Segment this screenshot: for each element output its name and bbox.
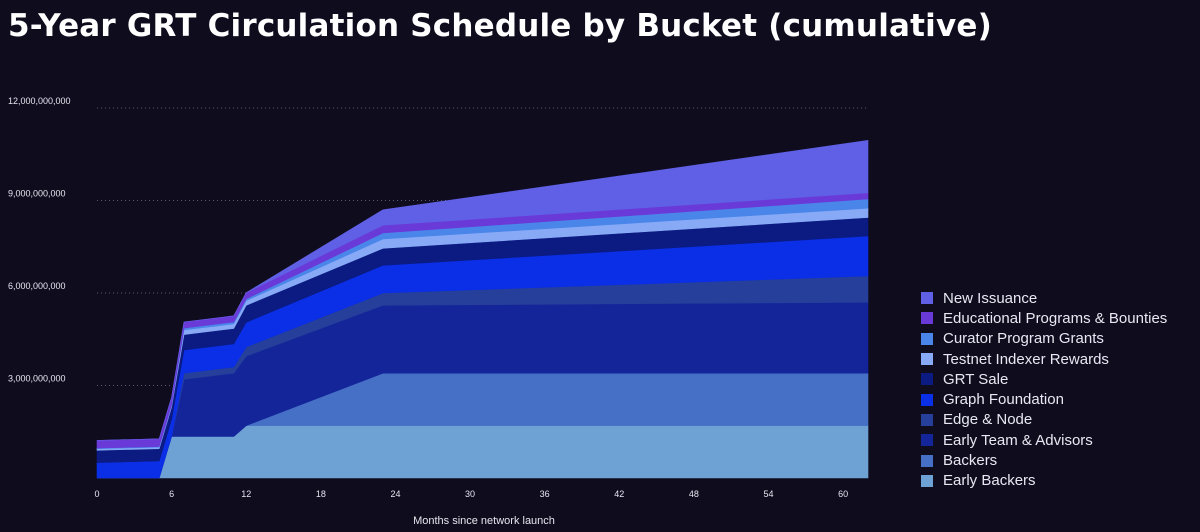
x-tick-label: 48 [689,489,699,499]
y-tick-label: 12,000,000,000 [8,96,71,106]
legend-swatch [921,353,933,366]
x-axis-label: Months since network launch [413,515,555,527]
area-new-issuance [96,140,869,441]
legend-swatch [921,332,933,345]
legend-swatch [921,434,933,447]
legend-item: Educational Programs & Bounties [921,308,1167,328]
legend-label: Edge & Node [943,411,1033,429]
legend-item: New Issuance [921,288,1167,308]
legend-label: Early Team & Advisors [943,431,1093,449]
x-tick-label: 54 [764,489,774,499]
legend-label: Testnet Indexer Rewards [943,350,1109,368]
legend-item: Curator Program Grants [921,329,1167,349]
chart-legend: New Issuance Educational Programs & Bount… [921,288,1167,491]
legend-item: Graph Foundation [921,389,1167,409]
legend-item: Early Backers [921,471,1167,491]
x-tick-label: 24 [390,489,400,499]
legend-swatch [921,292,933,305]
legend-label: Backers [943,452,998,470]
legend-swatch [921,474,933,487]
legend-label: New Issuance [943,289,1038,307]
legend-item: Testnet Indexer Rewards [921,349,1167,369]
legend-label: Educational Programs & Bounties [943,309,1168,327]
legend-item: Backers [921,450,1167,470]
x-tick-label: 12 [241,489,251,499]
x-tick-label: 30 [465,489,475,499]
x-tick-label: 60 [838,489,848,499]
x-tick-label: 42 [614,489,624,499]
chart-title: 5-Year GRT Circulation Schedule by Bucke… [8,8,992,44]
legend-swatch [921,413,933,426]
x-tick-label: 0 [94,489,99,499]
x-tick-label: 18 [316,489,326,499]
y-tick-label: 9,000,000,000 [8,189,66,199]
legend-swatch [921,393,933,406]
legend-swatch [921,454,933,467]
legend-item: Edge & Node [921,410,1167,430]
legend-label: Early Backers [943,472,1036,490]
x-tick-label: 36 [540,489,550,499]
y-tick-label: 6,000,000,000 [8,281,66,291]
legend-label: Curator Program Grants [943,330,1104,348]
y-tick-label: 3,000,000,000 [8,374,66,384]
legend-swatch [921,312,933,325]
legend-item: Early Team & Advisors [921,430,1167,450]
legend-label: GRT Sale [943,370,1009,388]
legend-label: Graph Foundation [943,391,1064,409]
x-tick-label: 6 [169,489,174,499]
legend-item: GRT Sale [921,369,1167,389]
legend-swatch [921,373,933,386]
